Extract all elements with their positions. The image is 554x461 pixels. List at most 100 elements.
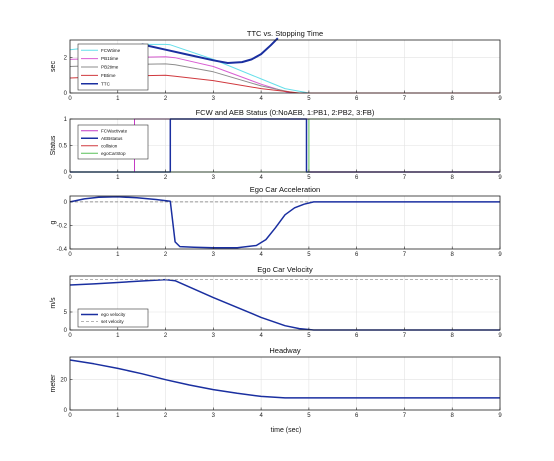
x-tick-label: 5 <box>307 96 311 102</box>
y-tick-label: -0.2 <box>57 223 68 229</box>
x-tick-label: 9 <box>498 175 502 181</box>
chart-title: TTC vs. Stopping Time <box>247 29 323 38</box>
x-tick-label: 5 <box>307 333 311 339</box>
x-tick-label: 6 <box>355 413 359 419</box>
chart-panel-3: 0 1 2 3 4 5 6 7 8 9 -0.4 -0.2 0 Ego Car Acceleration g <box>50 185 502 258</box>
x-tick-label: 3 <box>212 413 216 419</box>
axes-frame <box>69 39 501 94</box>
chart-title: Headway <box>269 346 301 355</box>
x-tick-label: 9 <box>498 96 502 102</box>
x-tick-label: 8 <box>451 413 455 419</box>
x-tick-label: 1 <box>116 175 120 181</box>
x-tick-label: 7 <box>403 252 407 258</box>
y-tick-label: -0.4 <box>57 247 68 253</box>
x-tick-label: 8 <box>451 333 455 339</box>
x-tick-label: 5 <box>307 413 311 419</box>
x-tick-label: 9 <box>498 413 502 419</box>
x-tick-label: 2 <box>164 96 168 102</box>
x-tick-label: 7 <box>403 413 407 419</box>
y-axis-label: Status <box>50 135 57 155</box>
series-line-3-1 <box>69 196 500 249</box>
y-tick-label: 0 <box>64 200 68 206</box>
y-axis-label: m/s <box>50 297 57 309</box>
x-tick-label: 2 <box>164 175 168 181</box>
x-tick-label: 4 <box>259 96 263 102</box>
x-tick-label: 8 <box>451 96 455 102</box>
chart-panel-4: 0 1 2 3 4 5 6 7 8 9 0 5 Ego Car Velocity m/s ego veloc… <box>50 265 502 339</box>
y-tick-label: 0 <box>64 91 68 97</box>
legend: FCWactivate AEBstatus collision egoCarStop <box>77 124 149 160</box>
y-tick-label: 5 <box>64 310 68 316</box>
series-line-5-1 <box>69 359 500 399</box>
x-tick-label: 7 <box>403 333 407 339</box>
x-tick-label: 0 <box>68 333 72 339</box>
x-tick-label: 9 <box>498 333 502 339</box>
axes-frame <box>69 356 501 411</box>
chart-title: FCW and AEB Status (0:NoAEB, 1:PB1, 2:PB… <box>196 108 375 117</box>
x-tick-label: 0 <box>68 175 72 181</box>
x-tick-label: 4 <box>259 413 263 419</box>
x-tick-label: 3 <box>212 175 216 181</box>
x-tick-label: 5 <box>307 175 311 181</box>
plot-area <box>70 196 500 249</box>
y-axis-label: sec <box>50 61 57 72</box>
legend-entry: collision <box>101 143 118 148</box>
x-tick-label: 1 <box>116 333 120 339</box>
legend: ego velocity set velocity <box>77 308 149 328</box>
x-tick-label: 1 <box>116 252 120 258</box>
series-line-ego-velocity <box>69 278 500 331</box>
y-tick-label: 0 <box>64 170 68 176</box>
chart-title: Ego Car Velocity <box>257 265 313 274</box>
x-tick-label: 2 <box>164 413 168 419</box>
y-tick-label: 20 <box>60 378 67 384</box>
y-tick-label: 0.5 <box>59 144 68 150</box>
axes-frame <box>69 195 501 250</box>
legend-entry: FBtime <box>101 73 116 78</box>
x-tick-label: 0 <box>68 96 72 102</box>
y-axis-label: g <box>50 220 57 224</box>
x-tick-label: 0 <box>68 252 72 258</box>
x-tick-label: 0 <box>68 413 72 419</box>
y-tick-label: 0 <box>64 328 68 334</box>
legend-entry: PB2time <box>101 65 119 70</box>
legend-entry: FCWtime <box>101 48 121 53</box>
y-tick-label: 0 <box>64 408 68 414</box>
x-tick-label: 9 <box>498 252 502 258</box>
x-tick-label: 5 <box>307 252 311 258</box>
x-tick-label: 8 <box>451 252 455 258</box>
x-tick-label: 2 <box>164 333 168 339</box>
y-axis-label: meter <box>50 374 57 393</box>
x-tick-label: 4 <box>259 333 263 339</box>
series-line-ttc <box>141 37 279 64</box>
x-tick-label: 3 <box>212 96 216 102</box>
legend-box <box>77 308 149 328</box>
x-tick-label: 1 <box>116 96 120 102</box>
x-tick-label: 8 <box>451 175 455 181</box>
legend-entry: set velocity <box>101 319 124 324</box>
legend: FCWtime PB1time PB2time FBtime TTC <box>77 43 149 91</box>
x-tick-label: 1 <box>116 413 120 419</box>
chart-panel-2: 0 1 2 3 4 5 6 7 8 9 0 0.5 1 FCW and AEB Status (0:NoA… <box>50 108 502 181</box>
legend-entry: ego velocity <box>101 312 126 317</box>
chart-panel-1: 0 1 2 3 4 5 6 7 8 9 0 2 TTC vs. Stopping Time sec FCWt… <box>50 29 502 102</box>
x-axis-label: time (sec) <box>271 427 302 434</box>
legend-entry: AEBstatus <box>101 136 123 141</box>
x-tick-label: 3 <box>212 252 216 258</box>
chart-title: Ego Car Acceleration <box>250 185 320 194</box>
legend-entry: FCWactivate <box>101 128 128 133</box>
legend-entry: PB1time <box>101 56 119 61</box>
x-tick-label: 7 <box>403 96 407 102</box>
chart-panel-5: 0 1 2 3 4 5 6 7 8 9 0 20 Headway meter <box>50 346 502 419</box>
x-tick-label: 6 <box>355 96 359 102</box>
plot-area <box>70 357 500 410</box>
legend-entry: TTC <box>101 81 111 86</box>
axes-frame <box>69 275 501 331</box>
x-tick-label: 3 <box>212 333 216 339</box>
y-tick-label: 1 <box>64 117 68 123</box>
x-tick-label: 4 <box>259 175 263 181</box>
legend-entry: egoCarStop <box>101 151 126 156</box>
x-tick-label: 7 <box>403 175 407 181</box>
x-tick-label: 6 <box>355 252 359 258</box>
y-tick-label: 2 <box>64 56 68 62</box>
